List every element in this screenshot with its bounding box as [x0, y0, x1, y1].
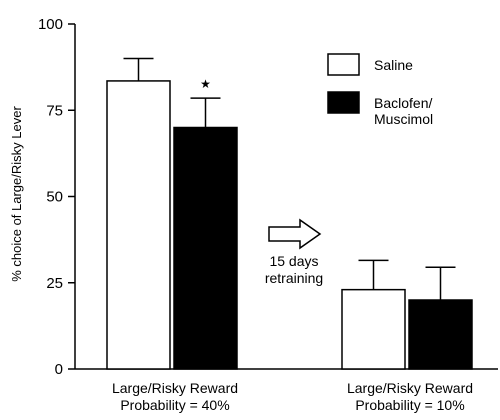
bar: [173, 126, 238, 370]
group-label-1-line-2: Probability = 10%: [355, 397, 464, 413]
y-tick-label: 0: [55, 361, 63, 378]
annotation-line-1: 15 days: [269, 253, 318, 269]
bar: [341, 288, 406, 370]
legend-label: Baclofen/: [374, 95, 432, 111]
group-label-0-line-2: Probability = 40%: [120, 397, 229, 413]
group-label-0: Large/Risky Reward Probability = 40%: [112, 380, 238, 413]
y-tick-label: 50: [46, 189, 63, 206]
legend: Saline Baclofen/Muscimol: [327, 53, 433, 127]
bar: [408, 299, 473, 370]
bar: [106, 80, 171, 370]
group-label-0-line-1: Large/Risky Reward: [112, 380, 238, 396]
y-tick-label: 25: [46, 275, 63, 292]
bars: ★: [106, 57, 473, 370]
group-label-1-line-1: Large/Risky Reward: [347, 380, 473, 396]
group-label-1: Large/Risky Reward Probability = 10%: [347, 380, 473, 413]
y-axis-label: % choice of Large/Risky Lever: [9, 106, 24, 282]
retraining-annotation: 15 days retraining: [265, 218, 323, 286]
y-tick-label: 75: [46, 102, 63, 119]
legend-label: Saline: [374, 57, 413, 73]
legend-label: Muscimol: [374, 111, 433, 127]
y-tick-label: 100: [38, 16, 63, 33]
annotation-line-2: retraining: [265, 270, 323, 286]
significance-marker: ★: [200, 77, 211, 91]
right-arrow-icon: [268, 218, 322, 250]
legend-swatch: [327, 53, 360, 76]
legend-swatch: [327, 91, 360, 114]
